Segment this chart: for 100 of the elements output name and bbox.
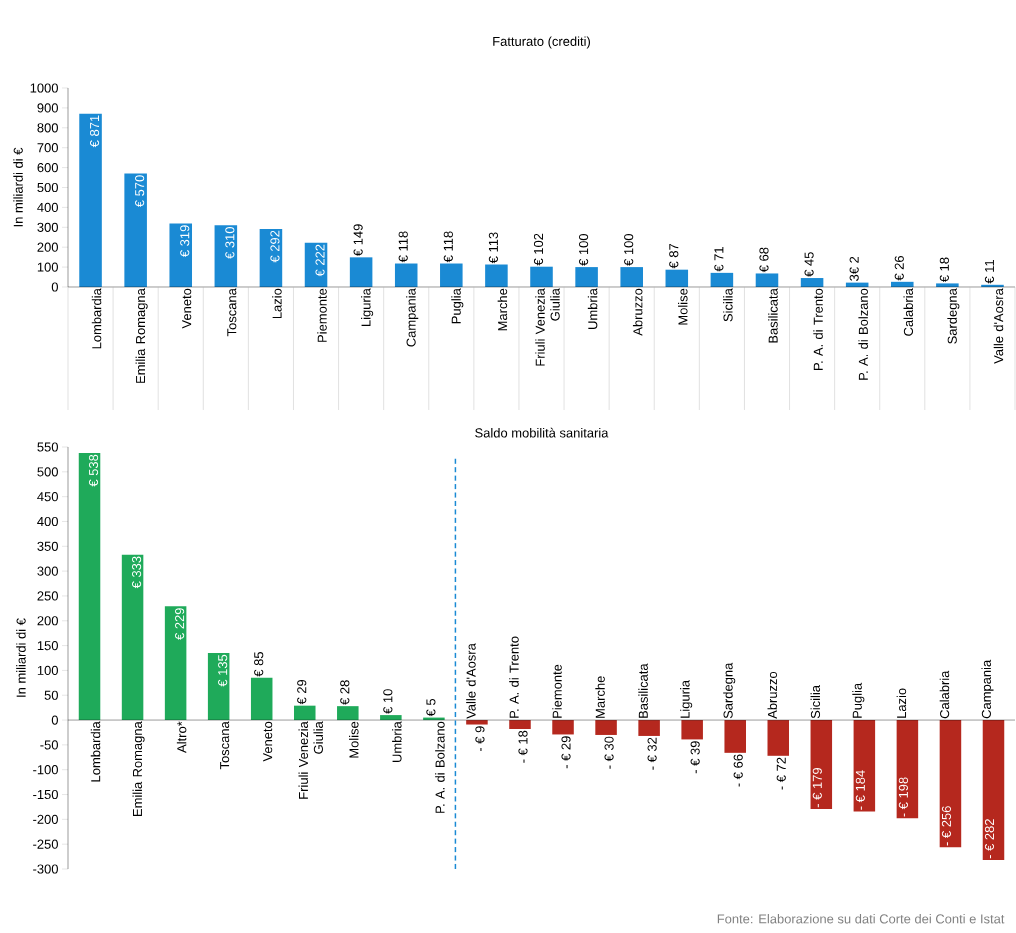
x-tick-label: Puglia [852,682,865,718]
bar [164,606,187,721]
x-tick-label: Sicilia [723,288,733,322]
x-tick-label: Lazio [272,288,282,319]
x-tick-label: Lombardia [91,288,102,349]
y-tick-label: 400 [37,516,58,527]
bar [337,706,359,721]
x-tick-label: Valle d'Aosra [466,643,476,719]
x-tick-label: Marche [595,676,605,718]
data-label: € 11 [984,259,995,284]
x-tick-label: Marche [497,288,508,331]
data-label: - € 72 [776,757,786,790]
bar [394,263,418,287]
data-label: € 100 [624,234,634,266]
x-tick-label: Veneto [263,721,273,762]
y-tick-label: 250 [37,591,58,601]
x-tick-label: Molise [349,721,359,758]
data-label: € 45 [804,252,814,277]
y-tick-label: 100 [37,665,58,675]
x-tick-label: Sicilia [810,685,821,719]
x-tick-label: Sardegna [723,662,736,719]
data-label: - € 32 [647,737,657,770]
bar [681,720,703,740]
y-tick-label: 300 [37,566,58,576]
data-label: € 18 [939,257,949,283]
bar [214,225,238,287]
bar [78,452,101,721]
bar [466,720,488,725]
x-tick-label: Valle d'Aosra [993,288,1004,364]
y-tick-label: 50 [44,690,58,700]
bar [349,257,373,287]
x-tick-label: Umbria [587,288,598,329]
y-tick-label: 200 [37,616,58,626]
bar [440,263,463,287]
x-tick-label: Liguria [680,679,693,718]
bar [509,720,531,729]
x-tick-label: Toscana [220,721,230,770]
bar [853,720,876,812]
data-label: - € 179 [812,768,822,808]
x-tick-label: Basilicata [768,288,778,343]
bar [665,269,689,287]
y-tick-label: -200 [33,814,58,824]
x-tick-label: Liguria [361,288,374,327]
y-tick-label: 600 [37,163,58,173]
bar [575,267,598,287]
y-tick-label: -300 [33,864,58,874]
bar [896,720,919,819]
data-label: € 333 [131,556,142,589]
data-label: € 113 [488,232,498,264]
x-tick-label: Sardegna [947,288,960,344]
data-label: € 28 [340,680,350,705]
y-tick-label: -150 [33,789,58,800]
x-tick-label: Basilicata [638,663,648,718]
data-label: € 310 [225,227,235,259]
data-label: - € 256 [941,806,952,846]
bar [982,720,1005,861]
bar [755,273,779,287]
x-tick-label: Emilia Romagna [132,721,145,816]
x-tick-label: P. A. di Trento [813,288,823,370]
y-tick-label: -250 [33,839,58,849]
data-label: € 118 [443,231,453,263]
data-label: - € 282 [984,819,995,859]
data-label: € 71 [714,247,724,272]
y-tick-label: 0 [51,715,58,725]
y-tick-label: -50 [40,740,58,750]
data-label: - € 18 [518,730,528,763]
x-tick-label: Puglia [451,288,464,324]
bar [724,720,746,753]
x-tick-label: Campania [981,659,994,719]
data-label: - € 66 [733,754,743,787]
bar [620,267,643,287]
data-label: € 29 [297,679,307,705]
bar [250,677,273,721]
bar [939,720,962,848]
y-tick-label: 150 [37,641,58,651]
data-label: - € 29 [561,736,571,769]
bar [169,223,193,287]
data-label: € 222 [315,244,325,277]
y-tick-label: 550 [37,442,58,452]
y-tick-label: 800 [37,123,58,133]
data-label: € 149 [353,224,363,257]
data-label: € 292 [270,230,280,263]
y-tick-label: 900 [37,103,58,113]
y-axis-title: In miliardi di € [16,618,26,697]
y-tick-label: 700 [37,143,58,153]
bar [530,266,553,287]
x-tick-label: Campania [406,288,419,347]
source-note: Fonte: Elaborazione su dati Corte dei Conti e Istat [717,913,1005,924]
x-tick-label: Lombardia [90,721,101,782]
x-tick-label: Lazio [896,688,907,718]
y-tick-label: -100 [33,765,58,775]
bar [207,653,230,721]
bar [124,173,147,287]
data-label: € 87 [669,243,679,269]
y-tick-label: 500 [37,467,58,477]
y-tick-label: 300 [37,222,58,232]
data-label: - € 9 [475,726,485,752]
x-tick-label: P. A. di Bolzano [858,288,868,380]
bar [710,272,734,287]
data-label: - € 30 [604,736,614,769]
